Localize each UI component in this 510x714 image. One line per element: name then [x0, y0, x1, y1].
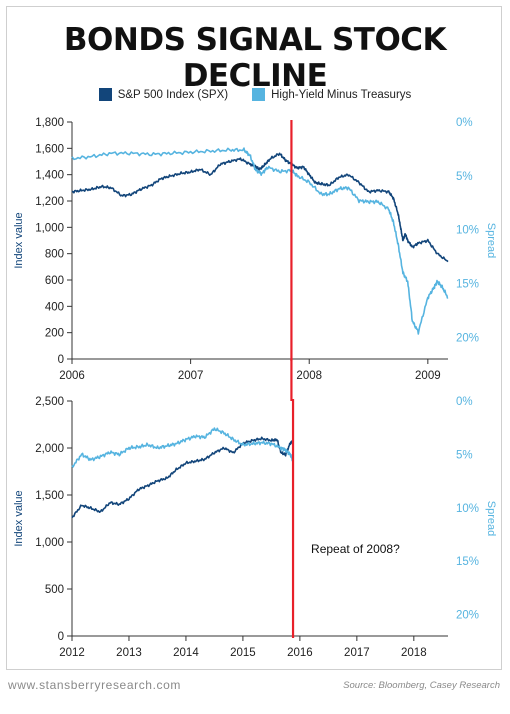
x-tick-label: 2015	[230, 647, 256, 659]
series-line-high-yield-spread	[71, 427, 294, 468]
annotation-text: Repeat of 2008?	[311, 542, 400, 556]
y-axis-title: Index value	[13, 212, 25, 268]
y-tick-label: 200	[45, 328, 64, 340]
y-axis-title: Index value	[13, 490, 25, 546]
y-tick-label: 1,000	[35, 222, 64, 234]
y-tick-label: 0	[58, 631, 64, 643]
x-tick-label: 2006	[59, 370, 85, 382]
series-line-spx	[71, 436, 294, 519]
y-tick-label: 1,000	[35, 537, 64, 549]
legend-item-spx: S&P 500 Index (SPX)	[98, 88, 229, 101]
y2-tick-label: 20%	[456, 610, 479, 622]
website-footer: www.stansberryresearch.com	[8, 678, 181, 692]
legend-label-hy: High-Yield Minus Treasurys	[271, 88, 412, 101]
x-tick-label: 2014	[173, 647, 199, 659]
y-tick-label: 0	[58, 354, 64, 366]
legend-item-hy: High-Yield Minus Treasurys	[252, 88, 411, 101]
y2-tick-label: 5%	[456, 171, 473, 183]
legend-label-spx: S&P 500 Index (SPX)	[117, 88, 229, 101]
y2-tick-label: 10%	[456, 503, 479, 515]
chart-title: BONDS SIGNAL STOCK DECLINE	[63, 22, 447, 94]
y-tick-label: 2,000	[35, 443, 64, 455]
x-tick-label: 2018	[401, 647, 427, 659]
x-tick-label: 2008	[296, 370, 322, 382]
y-tick-label: 1,800	[35, 117, 64, 129]
y2-axis-title: Spread	[485, 501, 497, 536]
chart-panel-2: 0 500 1,000 1,500 2,000 2,500 0% 5% 10% 15% 20% 201…	[13, 396, 497, 659]
series-line-high-yield-spread	[71, 147, 449, 335]
y-tick-label: 1,200	[35, 196, 64, 208]
y2-tick-label: 0%	[456, 117, 473, 129]
y-tick-label: 400	[45, 301, 64, 313]
x-tick-label: 2013	[116, 647, 142, 659]
chart-panel-1: 0 200 400 600 800 1,000 1,200 1,400 1,600 1,800 0%…	[13, 117, 497, 382]
y-tick-label: 1,400	[35, 170, 64, 182]
y2-tick-label: 5%	[456, 449, 473, 461]
y2-tick-label: 10%	[456, 225, 479, 237]
x-tick-label: 2007	[178, 370, 204, 382]
y-tick-label: 600	[45, 275, 64, 287]
y-tick-label: 1,600	[35, 143, 64, 155]
legend: S&P 500 Index (SPX) High-Yield Minus Tre…	[0, 88, 510, 101]
source-footer: Source: Bloomberg, Casey Research	[343, 680, 500, 691]
y2-tick-label: 0%	[456, 396, 473, 408]
series-line-spx	[71, 152, 449, 263]
legend-swatch-spx	[98, 88, 112, 101]
y2-tick-label: 15%	[456, 279, 479, 291]
x-tick-label: 2012	[59, 647, 85, 659]
x-tick-label: 2017	[344, 647, 370, 659]
y-tick-label: 1,500	[35, 490, 64, 502]
y-tick-label: 2,500	[35, 396, 64, 408]
y-tick-label: 800	[45, 249, 64, 261]
chart-frame	[6, 6, 502, 670]
y-tick-label: 500	[45, 584, 64, 596]
y2-axis-title: Spread	[485, 223, 497, 258]
x-tick-label: 2016	[287, 647, 313, 659]
legend-swatch-hy	[252, 88, 266, 101]
y2-tick-label: 15%	[456, 556, 479, 568]
y2-tick-label: 20%	[456, 332, 479, 344]
x-tick-label: 2009	[415, 370, 441, 382]
